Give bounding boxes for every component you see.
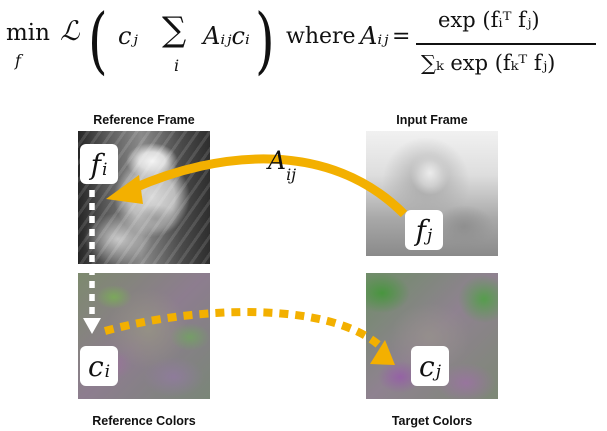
cj-main: c <box>419 349 435 383</box>
reference-colors-label: Reference Colors <box>92 414 196 428</box>
eq-equals-sign: = <box>392 24 411 49</box>
eq-sum-subscript: i <box>174 56 180 75</box>
eq-min-operator: min <box>6 20 50 46</box>
eq-fraction-numerator: exp (fᵢᵀ fⱼ) <box>438 8 540 32</box>
target-colors-label: Target Colors <box>391 414 473 428</box>
eq-cj-term: cⱼ <box>118 22 138 50</box>
eq-fraction-denominator: ∑ₖ exp (fₖᵀ fⱼ) <box>421 51 556 75</box>
ci-sub: i <box>104 362 111 382</box>
fi-sub: i <box>101 160 108 180</box>
eq-sum-symbol: ∑ <box>162 10 187 50</box>
eq-left-paren: ( <box>88 0 108 82</box>
fi-main: f <box>90 147 101 181</box>
eq-where-word: where <box>286 24 356 49</box>
aij-arrow-path <box>130 154 408 218</box>
eq-fraction-bar <box>416 43 596 45</box>
ci-main: c <box>87 349 104 383</box>
input-frame-label: Input Frame <box>396 113 468 127</box>
eq-aij-definition: Aᵢⱼ <box>360 22 389 50</box>
aij-arrow-label: Aij <box>268 146 296 184</box>
eq-right-paren: ) <box>255 0 275 82</box>
fj-sub: j <box>427 226 433 246</box>
ci-to-cj-dashed-path <box>103 308 383 350</box>
cj-sub: j <box>435 362 441 382</box>
aij-arrow-head <box>106 175 143 204</box>
fi-to-ci-arrow-head <box>83 318 101 334</box>
aij-label-sub: ij <box>286 165 297 184</box>
eq-min-subscript: f <box>15 51 21 70</box>
ci-to-cj-arrow-head <box>370 340 395 365</box>
aij-label-main: A <box>268 146 287 175</box>
eq-loss-symbol: ℒ <box>60 16 80 47</box>
fj-main: f <box>415 213 427 247</box>
eq-aij-ci-term: Aᵢⱼcᵢ <box>203 22 250 50</box>
reference-frame-label: Reference Frame <box>93 113 195 127</box>
